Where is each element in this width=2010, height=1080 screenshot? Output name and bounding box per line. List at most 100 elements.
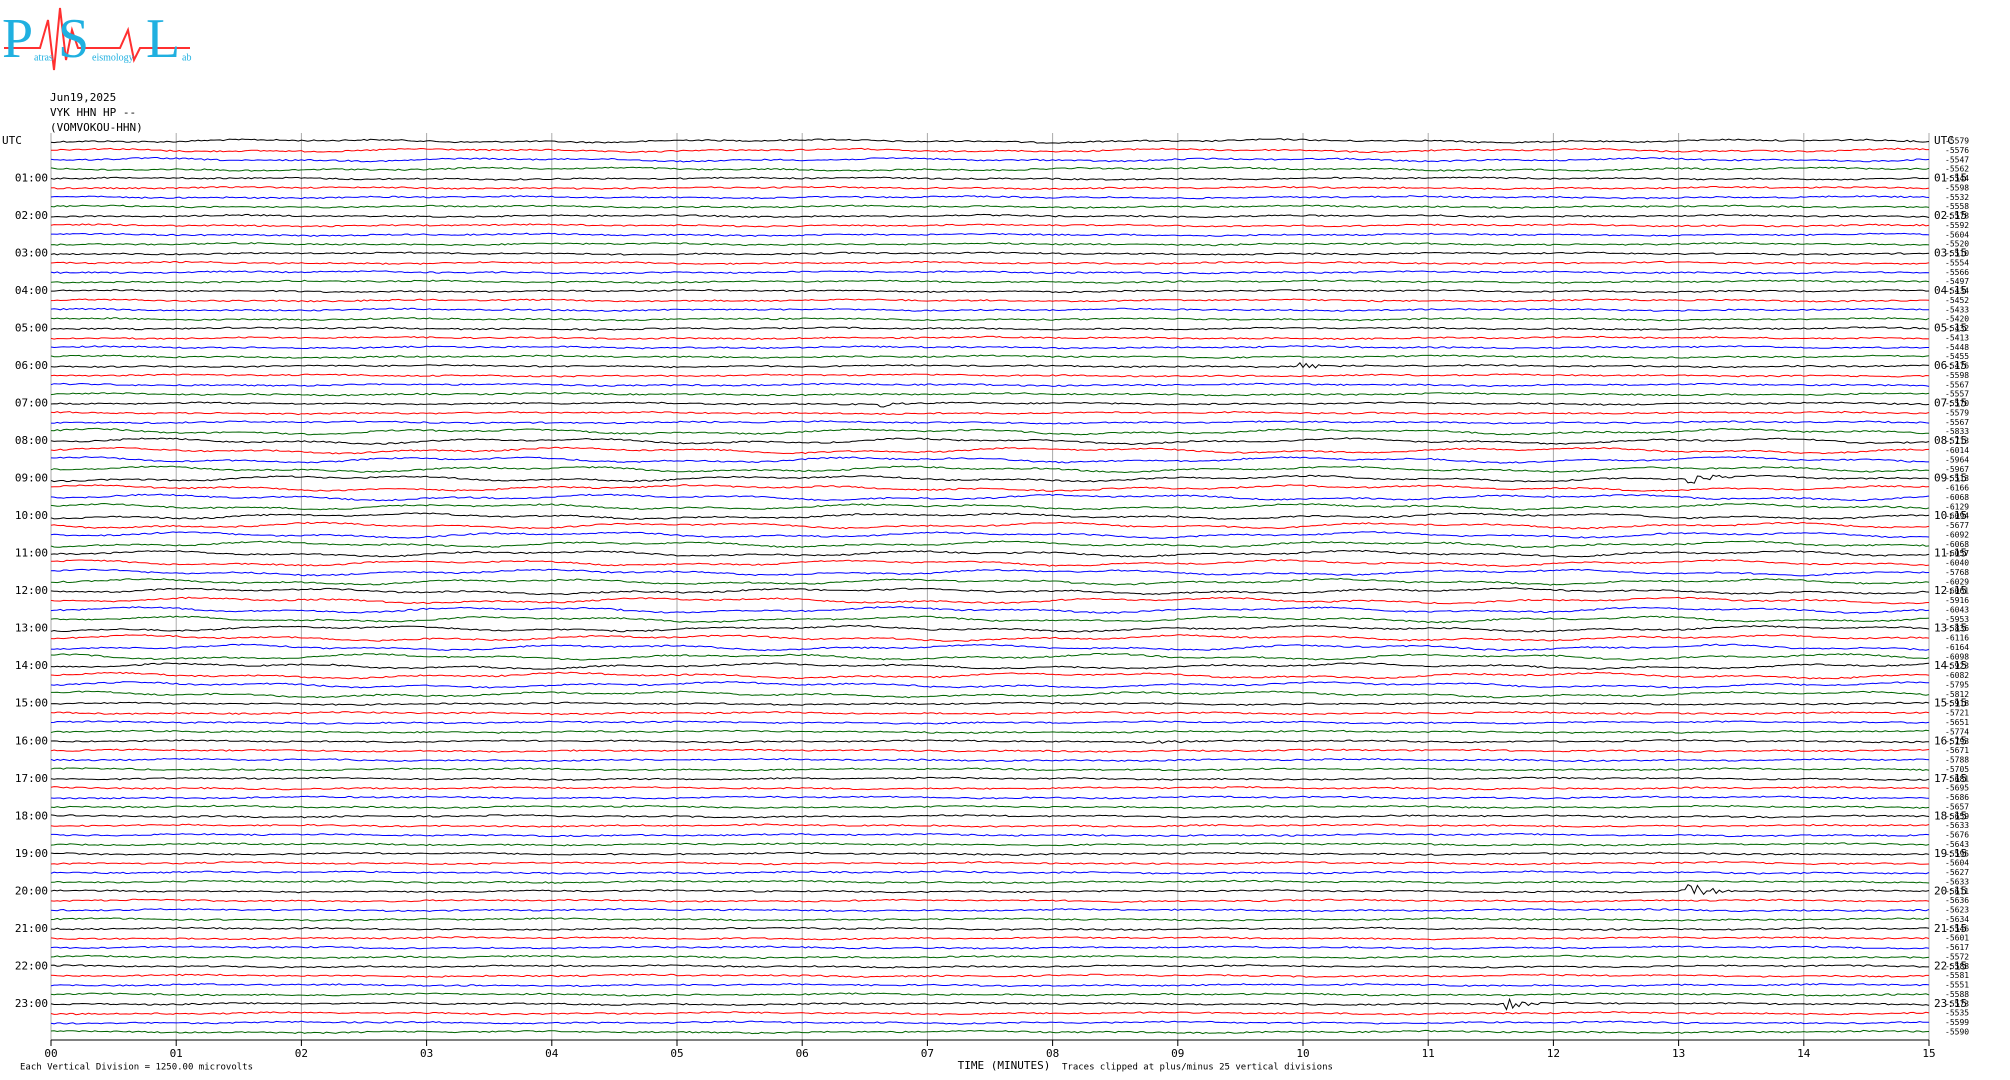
x-tick-label: 08 — [1046, 1047, 1059, 1060]
trace — [50, 992, 1930, 997]
trace — [50, 606, 1930, 614]
trace — [50, 540, 1930, 549]
trace — [50, 307, 1929, 312]
trace — [50, 964, 1929, 969]
trace — [50, 701, 1930, 706]
right-time-label: 09:15 — [1934, 472, 1967, 485]
trace — [51, 147, 1929, 154]
trace-offset: -5599 — [1945, 1018, 1969, 1027]
trace — [50, 795, 1930, 800]
station: VYK HHN HP -- — [50, 106, 136, 119]
trace-offset: -5677 — [1945, 521, 1969, 530]
trace — [50, 420, 1930, 425]
trace-offset: -5562 — [1945, 165, 1969, 174]
trace-offset: -5558 — [1945, 202, 1969, 211]
left-time-label: 12:00 — [15, 584, 48, 597]
trace-offset: -5579 — [1945, 137, 1969, 146]
trace — [50, 392, 1930, 397]
trace — [50, 373, 1930, 378]
trace-offset: -5510 — [1945, 249, 1969, 258]
trace-offset: -5434 — [1945, 287, 1969, 296]
trace — [50, 166, 1930, 172]
x-tick-label: 03 — [420, 1047, 433, 1060]
trace-offset: -5713 — [1945, 437, 1969, 446]
trace — [50, 335, 1930, 341]
trace-offset: -5721 — [1945, 709, 1969, 718]
trace — [50, 926, 1930, 931]
trace — [50, 138, 1930, 144]
trace — [51, 232, 1930, 237]
clip-note: Traces clipped at plus/minus 25 vertical… — [1062, 1063, 1333, 1073]
station-name: (VOMVOKOU-HHN) — [50, 121, 143, 134]
trace-offset: -5795 — [1945, 680, 1969, 689]
trace-offset: -5595 — [1945, 849, 1969, 858]
trace-offset: -5671 — [1945, 746, 1969, 755]
trace-offset: -5774 — [1945, 727, 1969, 736]
trace — [50, 624, 1930, 633]
trace — [50, 729, 1930, 734]
trace — [50, 643, 1930, 652]
trace — [50, 185, 1930, 191]
left-time-label: 11:00 — [15, 547, 48, 560]
trace-offset: -5557 — [1945, 390, 1969, 399]
trace — [50, 851, 1930, 856]
left-time-label: 06:00 — [15, 359, 48, 372]
trace — [50, 156, 1930, 163]
trace-offset: -5544 — [1945, 174, 1969, 183]
trace — [50, 634, 1930, 642]
trace-offset: -5918 — [1945, 699, 1969, 708]
logo-letter: L — [146, 8, 180, 70]
trace-offset: -5497 — [1945, 277, 1969, 286]
x-tick-label: 07 — [921, 1047, 934, 1060]
x-tick-label: 04 — [545, 1047, 559, 1060]
right-time-label: 21:15 — [1934, 922, 1967, 935]
x-tick-label: 14 — [1797, 1047, 1811, 1060]
trace-offset: -5636 — [1945, 896, 1969, 905]
logo: P atras S eismology L ab — [2, 8, 191, 71]
trace — [50, 317, 1930, 322]
x-tick-label: 02 — [295, 1047, 308, 1060]
trace — [50, 917, 1930, 922]
left-time-label: 10:00 — [15, 509, 48, 522]
trace-offset: -6043 — [1945, 605, 1969, 614]
trace — [50, 362, 1930, 369]
trace-offset: -6098 — [1945, 652, 1969, 661]
right-time-label: 14:15 — [1934, 659, 1967, 672]
trace — [50, 804, 1930, 810]
trace-offset: -5572 — [1945, 952, 1969, 961]
trace-offset: -5964 — [1945, 455, 1969, 464]
right-time-label: 10:15 — [1934, 509, 1967, 522]
scale-note: Each Vertical Division = 1250.00 microvo… — [20, 1063, 253, 1073]
trace — [50, 1011, 1930, 1016]
trace-offset: -5617 — [1945, 943, 1969, 952]
trace-offset: -5476 — [1945, 362, 1969, 371]
trace-offset: -5812 — [1945, 690, 1969, 699]
trace-offset: -6166 — [1945, 484, 1969, 493]
trace-offset: -5455 — [1945, 352, 1969, 361]
left-time-label: 14:00 — [15, 659, 48, 672]
right-time-label: 13:15 — [1934, 622, 1967, 635]
trace-offset: -5695 — [1945, 784, 1969, 793]
trace — [50, 680, 1930, 689]
trace-offset: -5768 — [1945, 568, 1969, 577]
logo-letter: P — [2, 8, 33, 70]
trace — [50, 898, 1930, 903]
trace-offset: -5623 — [1945, 906, 1969, 915]
trace — [50, 195, 1930, 200]
left-time-label: 18:00 — [15, 809, 48, 822]
trace — [50, 757, 1930, 763]
x-tick-label: 01 — [170, 1047, 183, 1060]
trace-offset: -5676 — [1945, 831, 1969, 840]
left-time-label: 16:00 — [15, 734, 48, 747]
logo-word: atras — [34, 52, 53, 63]
trace — [50, 884, 1930, 896]
trace — [50, 410, 1930, 416]
trace — [50, 671, 1930, 680]
trace — [50, 213, 1930, 219]
left-time-label: 01:00 — [15, 172, 48, 185]
trace — [50, 973, 1929, 978]
trace-offset: -5432 — [1945, 324, 1969, 333]
trace — [51, 879, 1930, 884]
